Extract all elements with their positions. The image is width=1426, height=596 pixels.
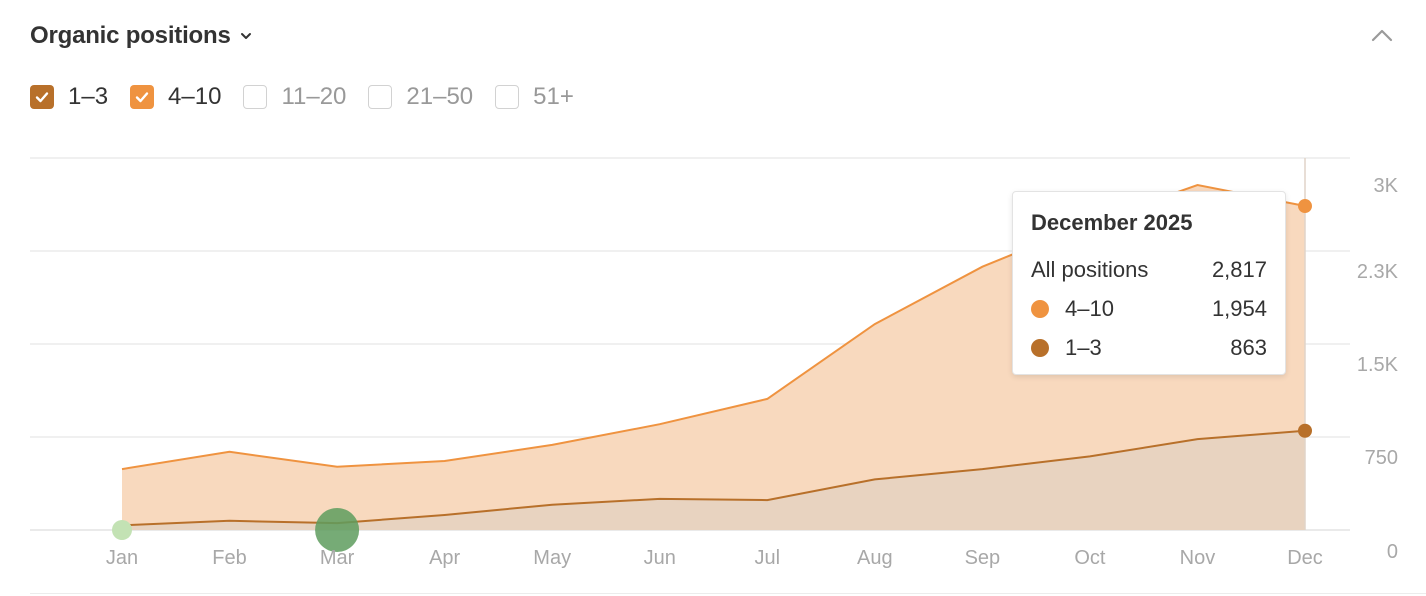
- x-tick-label: Mar: [320, 547, 355, 569]
- filter-11-20[interactable]: 11–20: [243, 83, 346, 111]
- tooltip-row-1-3: 1–3 863: [1031, 328, 1267, 367]
- filter-checkbox[interactable]: [243, 85, 268, 109]
- y-tick-label: 750: [1365, 447, 1398, 469]
- filter-51-plus[interactable]: 51+: [495, 83, 574, 111]
- filter-21-50[interactable]: 21–50: [368, 83, 473, 111]
- tooltip-label: 1–3: [1065, 334, 1102, 360]
- x-tick-label: Sep: [965, 547, 1001, 569]
- tooltip-value: 2,817: [1211, 256, 1267, 282]
- filter-label: 11–20: [281, 83, 347, 110]
- x-tick-label: Dec: [1287, 547, 1323, 569]
- tooltip-row-all: All positions 2,817: [1031, 250, 1267, 289]
- y-tick-label: 2.3K: [1357, 261, 1399, 283]
- annotation-marker-mar: [315, 508, 360, 552]
- x-tick-label: Jul: [754, 547, 780, 569]
- filter-checkbox[interactable]: [30, 85, 54, 109]
- tooltip-title: December 2025: [1031, 210, 1193, 235]
- chevron-down-icon[interactable]: [239, 29, 253, 43]
- x-tick-label: Apr: [429, 547, 460, 569]
- widget-title: Organic positions: [30, 22, 231, 49]
- filter-label: 21–50: [406, 83, 474, 110]
- tooltip-value: 1,954: [1211, 295, 1267, 321]
- filter-checkbox[interactable]: [130, 85, 155, 109]
- area-1-3: [122, 430, 1305, 530]
- annotation-marker-jan: [112, 520, 132, 540]
- filter-label: 1–3: [68, 83, 109, 110]
- widget-header: Organic positions: [30, 18, 253, 54]
- filter-checkbox[interactable]: [495, 85, 520, 109]
- filter-4-10[interactable]: 4–10: [130, 83, 221, 111]
- collapse-button[interactable]: [1368, 22, 1396, 50]
- point-4-10-dec: [1298, 199, 1312, 214]
- filter-label: 51+: [533, 83, 574, 110]
- y-tick-label: 1.5K: [1357, 354, 1399, 376]
- filter-1-3[interactable]: 1–3: [30, 83, 108, 111]
- tooltip-row-4-10: 4–10 1,954: [1031, 289, 1267, 328]
- tooltip-label: All positions: [1031, 256, 1149, 282]
- chevron-up-icon: [1371, 29, 1393, 42]
- tooltip-label: 4–10: [1065, 295, 1114, 321]
- tooltip-value: 863: [1230, 334, 1267, 360]
- x-tick-label: Feb: [212, 547, 246, 569]
- series-dot-icon: [1031, 338, 1049, 357]
- y-tick-label: 3K: [1374, 175, 1399, 197]
- x-tick-label: Nov: [1180, 547, 1216, 569]
- y-tick-label: 0: [1387, 541, 1398, 563]
- series-dot-icon: [1031, 299, 1049, 318]
- bottom-divider: [30, 593, 1426, 594]
- filter-checkbox[interactable]: [368, 85, 393, 109]
- area-4-10: [122, 185, 1305, 526]
- x-tick-label: Jan: [106, 547, 138, 569]
- x-tick-label: Jun: [644, 547, 676, 569]
- x-tick-label: May: [533, 547, 571, 569]
- point-1-3-dec: [1298, 423, 1312, 438]
- x-tick-label: Oct: [1074, 547, 1106, 569]
- filter-label: 4–10: [168, 83, 222, 110]
- x-tick-label: Aug: [857, 547, 893, 569]
- chart-tooltip: December 2025 All positions 2,817 4–10 1…: [1012, 191, 1286, 375]
- position-filters: 1–3 4–10 11–20 21–50 51+: [30, 80, 596, 114]
